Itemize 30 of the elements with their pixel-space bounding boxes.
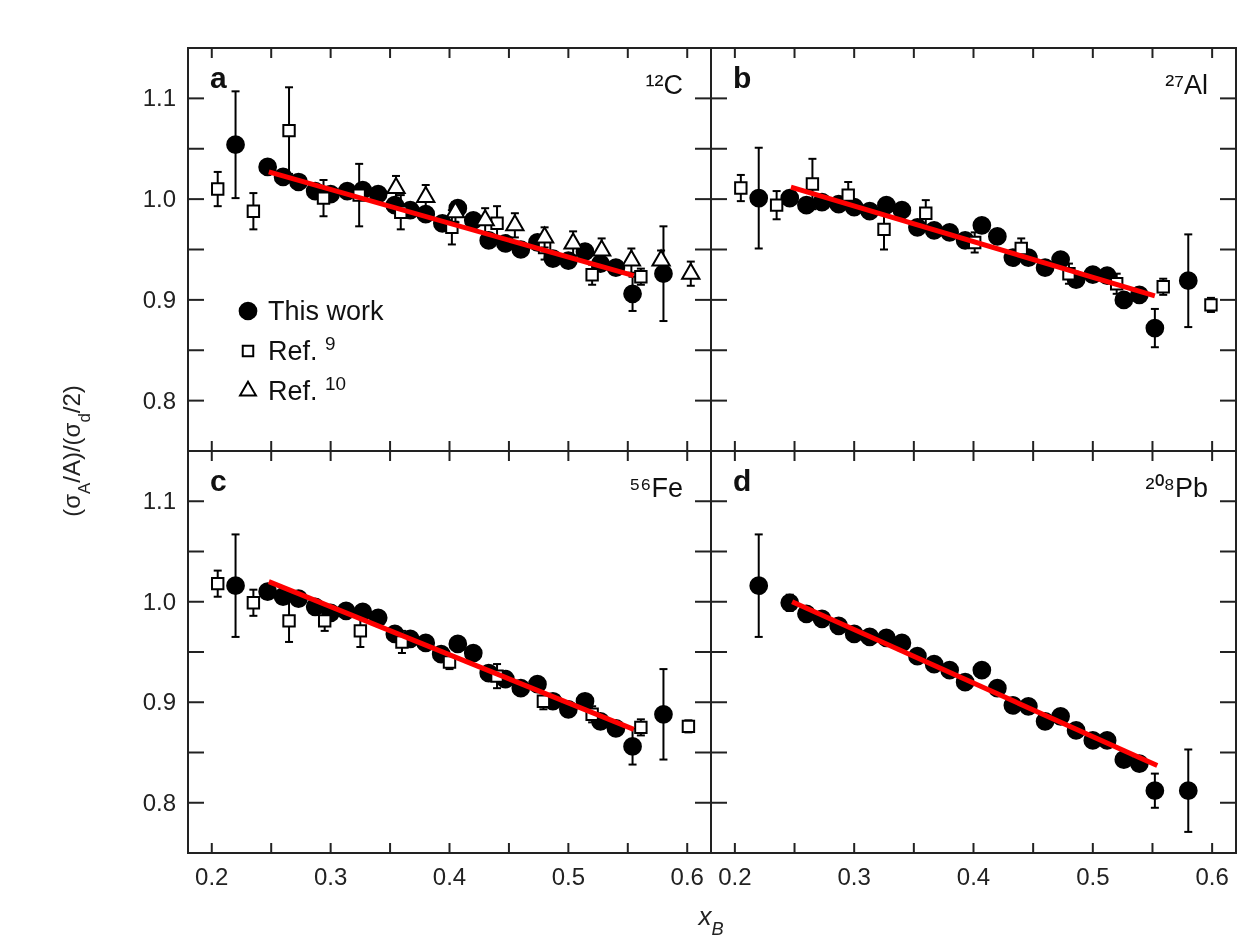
x-tick-label: 0.3 [313,863,348,890]
chart-title: b [733,61,752,94]
y-tick-label: 1.0 [142,587,176,615]
y-tick-label: 1.1 [142,84,176,112]
x-axis-title: x$_{B}$ [696,901,724,939]
x-tick-label: 0.6 [670,863,704,890]
y-tick-label: 0.9 [142,285,176,313]
annotation: ²⁷Al [1165,70,1208,100]
chart-title: d [733,464,752,497]
x-tick-label: 0.5 [1076,863,1110,890]
y-tick-label: 0.9 [142,688,176,716]
x-tick-label: 0.4 [432,863,467,890]
legend-label: Ref. $^{9}$ [268,332,336,366]
x-tick-label: 0.5 [551,863,586,890]
x-tick-label: 0.2 [195,863,229,890]
annotation: ¹²C [645,70,683,100]
y-tick-label: 0.8 [142,386,176,414]
y-tick-label: 0.8 [142,788,176,816]
x-tick-label: 0.2 [718,863,752,890]
annotation: ⁵⁶Fe [629,473,683,503]
legend-label: This work [268,296,385,326]
legend-label: Ref. $^{10}$ [268,372,347,406]
y-tick-label: 1.1 [142,487,176,515]
x-tick-label: 0.6 [1195,863,1229,890]
x-tick-label: 0.4 [956,863,991,890]
y-tick-label: 1.0 [142,185,176,213]
chart-title: a [210,61,227,94]
x-tick-label: 0.3 [837,863,871,890]
chart-title: c [210,464,227,497]
annotation: ²⁰⁸Pb [1145,473,1208,503]
